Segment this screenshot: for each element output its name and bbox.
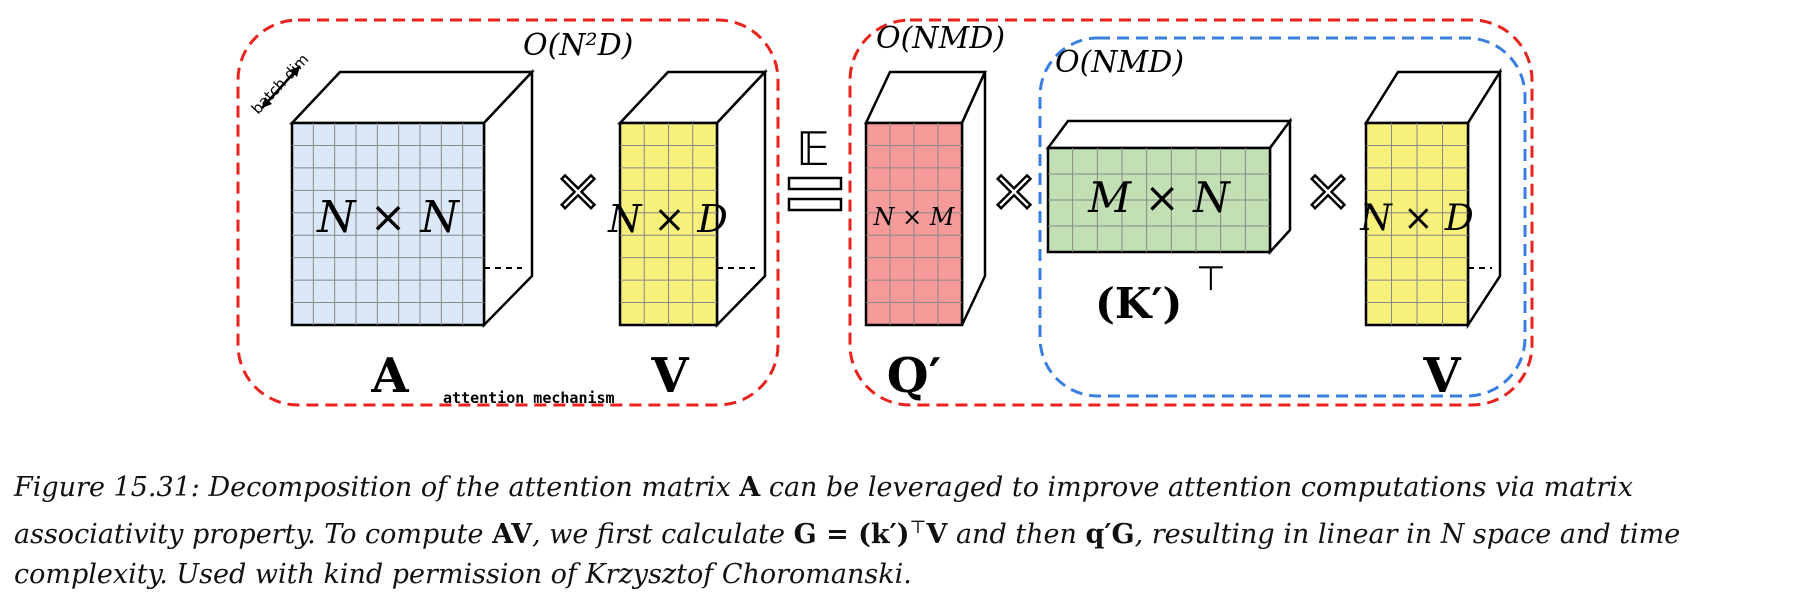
caption-text-4: and then <box>955 519 1077 550</box>
batch-dim-label: batch dim <box>248 50 313 117</box>
kv-product-box <box>1038 36 1527 398</box>
expectation-symbol: 𝔼 <box>796 122 830 176</box>
caption-symbol-v: V <box>926 519 948 550</box>
matrix-k-transpose-sup: ⊤ <box>1196 259 1226 299</box>
caption-symbol-av: AV <box>492 519 533 550</box>
matrix-a-label: A <box>370 348 409 404</box>
caption-symbol-transpose: ⊤ <box>909 517 927 538</box>
attention-mechanism-label: attention mechanism <box>443 389 615 407</box>
matrix-k-grid <box>1048 148 1270 252</box>
batch-dim-arrow <box>261 65 301 109</box>
caption-symbol-n: N <box>1440 519 1465 550</box>
matrix-v-right-block <box>1363 67 1503 330</box>
caption-text-2: can be leveraged to improve attention co… <box>14 472 1633 550</box>
matrix-v-left-grid <box>620 123 717 325</box>
matrix-k-label: (K′) <box>1095 279 1182 328</box>
caption-text-5: , resulting in linear in <box>1134 519 1433 550</box>
matrix-k-block <box>1045 117 1293 256</box>
matrix-a-block <box>289 68 535 329</box>
caption-text-1: Decomposition of the attention matrix <box>208 472 731 503</box>
multiply-symbol-3: × <box>1304 156 1353 224</box>
matrix-q-grid <box>866 123 962 325</box>
matrix-v-left-label: V <box>650 348 689 404</box>
caption-symbol-a: A <box>739 472 761 503</box>
attention-mechanism-box <box>236 18 780 407</box>
multiply-symbol-1: × <box>554 156 603 224</box>
caption-text-3: , we first calculate <box>532 519 786 550</box>
caption-symbol-qg: q′G <box>1085 519 1135 550</box>
caption-figure-label: Figure 15.31: <box>14 472 200 503</box>
attention-decomposition-diagram: batch dim O(N²D) O(NMD) O(NMD) N × N N ×… <box>236 18 1534 407</box>
matrix-q-block <box>864 70 987 327</box>
complexity-label-q: O(NMD) <box>876 21 1005 56</box>
matrix-v-left-dims: N × D <box>607 197 728 241</box>
matrix-v-left-block <box>617 68 768 329</box>
multiply-symbol-2: × <box>990 156 1039 224</box>
matrix-q-label: Q′ <box>887 348 941 404</box>
matrix-a-grid <box>292 123 484 325</box>
figure-caption: Figure 15.31: Decomposition of the atten… <box>14 468 1784 595</box>
matrix-v-right-grid <box>1366 123 1468 325</box>
matrix-v-right-dims: N × D <box>1359 198 1474 239</box>
linear-attention-box <box>848 18 1534 407</box>
complexity-label-left: O(N²D) <box>523 28 633 63</box>
matrix-k-dims: M × N <box>1087 173 1231 222</box>
matrix-q-dims: N × M <box>873 203 956 231</box>
caption-text-6: space and time complexity. Used with kin… <box>14 519 1681 590</box>
complexity-label-kv: O(NMD) <box>1055 45 1184 80</box>
caption-symbol-g: G = (k′) <box>793 519 910 550</box>
matrix-v-right-label: V <box>1422 348 1461 404</box>
matrix-a-dims: N × N <box>316 192 460 243</box>
equals-symbol <box>787 176 843 212</box>
